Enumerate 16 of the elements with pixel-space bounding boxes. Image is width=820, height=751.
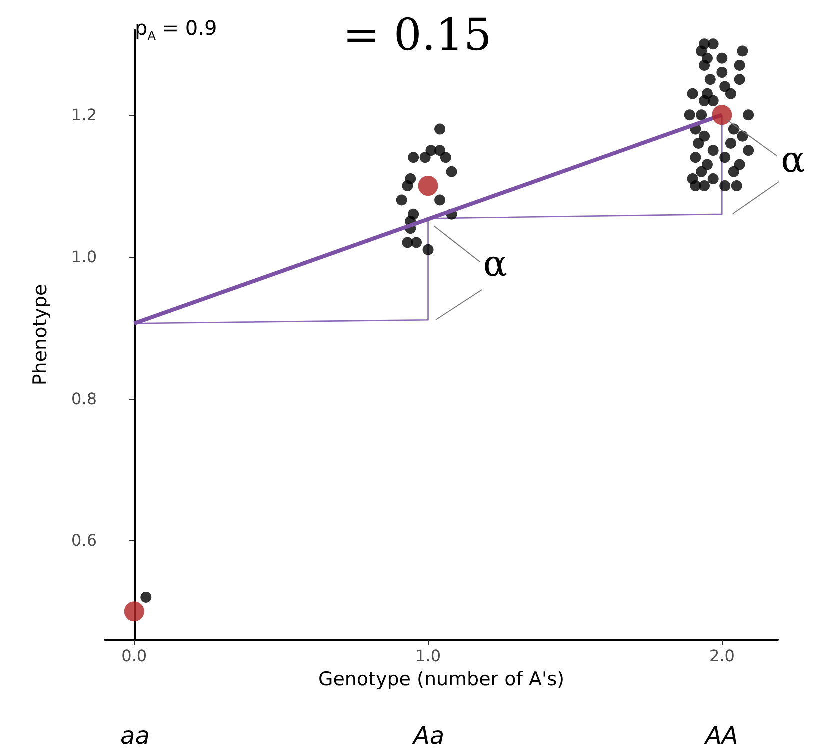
annotation: = 0.15 bbox=[343, 10, 492, 61]
text: aa bbox=[120, 722, 150, 750]
y-tick-label: 0.6 bbox=[72, 531, 97, 550]
y-tick-label: 1.2 bbox=[72, 106, 97, 125]
x-tick-label: 1.0 bbox=[416, 646, 441, 666]
x-tick-label: 0.0 bbox=[122, 646, 148, 666]
y-axis-title: Phenotype bbox=[30, 284, 52, 386]
annotation: α bbox=[483, 244, 508, 286]
x-axis-title: Genotype (number of A's) bbox=[318, 668, 565, 690]
text: Aa bbox=[414, 722, 445, 750]
y-tick-label: 0.8 bbox=[72, 389, 97, 408]
x-tick-label: 2.0 bbox=[709, 646, 735, 666]
text: AA bbox=[706, 722, 738, 750]
annotation: p$_{A}$ = 0.9 bbox=[135, 16, 218, 43]
annotation: α bbox=[781, 140, 806, 181]
y-tick-label: 1.0 bbox=[72, 247, 97, 266]
